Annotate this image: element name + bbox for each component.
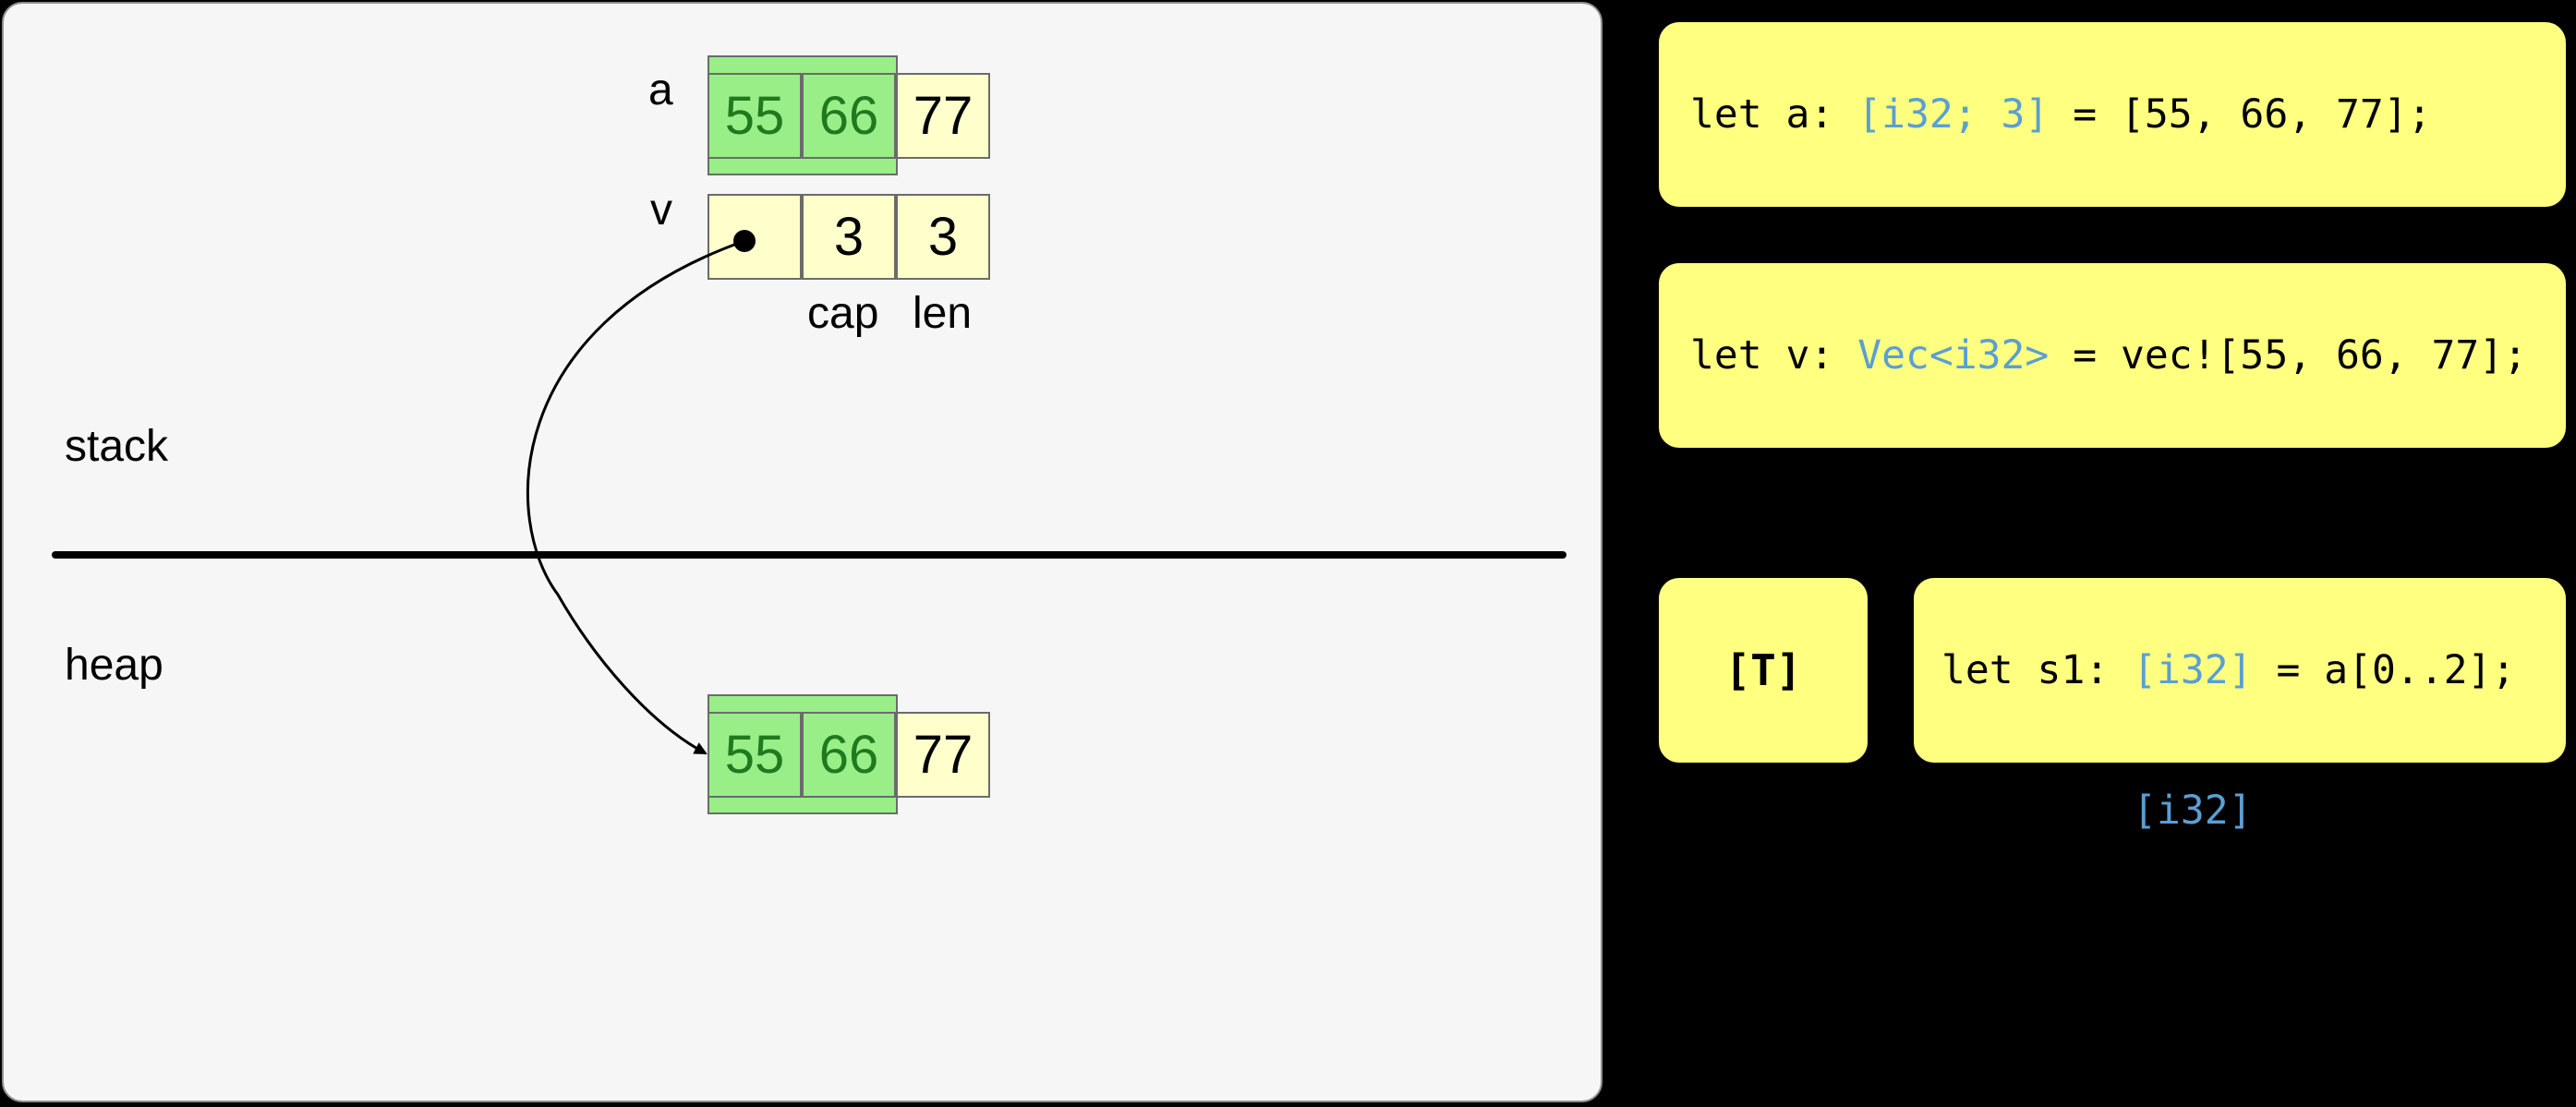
code-box-slice: // 无法编译 let s1: [i32] = a[0..2]; let s2:… bbox=[1914, 506, 2566, 834]
array-a-cell-0: 55 bbox=[707, 73, 802, 159]
slice-type-box: [T] bbox=[1659, 578, 1868, 763]
slice-line2-prefix: let s2: bbox=[1941, 787, 2134, 834]
slice-line1-suffix: = a[0..2]; bbox=[2252, 646, 2516, 693]
code-box-vec: let v: Vec<i32> = vec![55, 66, 77]; bbox=[1659, 263, 2566, 448]
pointer-curve bbox=[526, 239, 745, 755]
vec-v-cap-label: cap bbox=[807, 289, 879, 338]
array-a-label: a bbox=[648, 66, 673, 114]
slice-line1-type: [i32] bbox=[2133, 646, 2253, 693]
vec-decl-prefix: let v: bbox=[1690, 331, 1858, 379]
array-decl-suffix: = [55, 66, 77]; bbox=[2049, 90, 2432, 138]
heap-section-label: heap bbox=[65, 641, 163, 690]
vec-pointer-arrow bbox=[526, 230, 756, 755]
slice-line2-suffix: = v[0..2]; bbox=[2252, 787, 2516, 834]
slice-comment: // 无法编译 bbox=[1941, 506, 2172, 553]
heap-cell-1: 66 bbox=[802, 712, 896, 798]
array-decl-type: [i32; 3] bbox=[1857, 90, 2050, 138]
memory-diagram-panel: a 55 66 77 v 3 3 cap len stack heap 55 6… bbox=[2, 2, 1602, 1102]
vec-v-label: v bbox=[650, 186, 672, 235]
array-a-cell-1: 66 bbox=[802, 73, 896, 159]
slice-type-label: [T] bbox=[1724, 644, 1802, 695]
heap-cell-2: 77 bbox=[896, 712, 990, 798]
array-a-cell-2: 77 bbox=[896, 73, 990, 159]
vec-v-cap-cell: 3 bbox=[802, 194, 896, 280]
vec-decl-type: Vec<i32> bbox=[1857, 331, 2050, 379]
stack-heap-divider bbox=[52, 551, 1566, 559]
slice-line2-type: [i32] bbox=[2133, 787, 2253, 834]
stack-section-label: stack bbox=[65, 422, 169, 471]
vec-v-len-cell: 3 bbox=[896, 194, 990, 280]
code-box-array: let a: [i32; 3] = [55, 66, 77]; bbox=[1659, 22, 2566, 207]
slice-line1-prefix: let s1: bbox=[1941, 646, 2134, 693]
array-decl-prefix: let a: bbox=[1690, 90, 1858, 138]
heap-cell-0: 55 bbox=[707, 712, 802, 798]
vec-decl-suffix: = vec![55, 66, 77]; bbox=[2049, 331, 2528, 379]
vec-v-len-label: len bbox=[913, 289, 973, 338]
